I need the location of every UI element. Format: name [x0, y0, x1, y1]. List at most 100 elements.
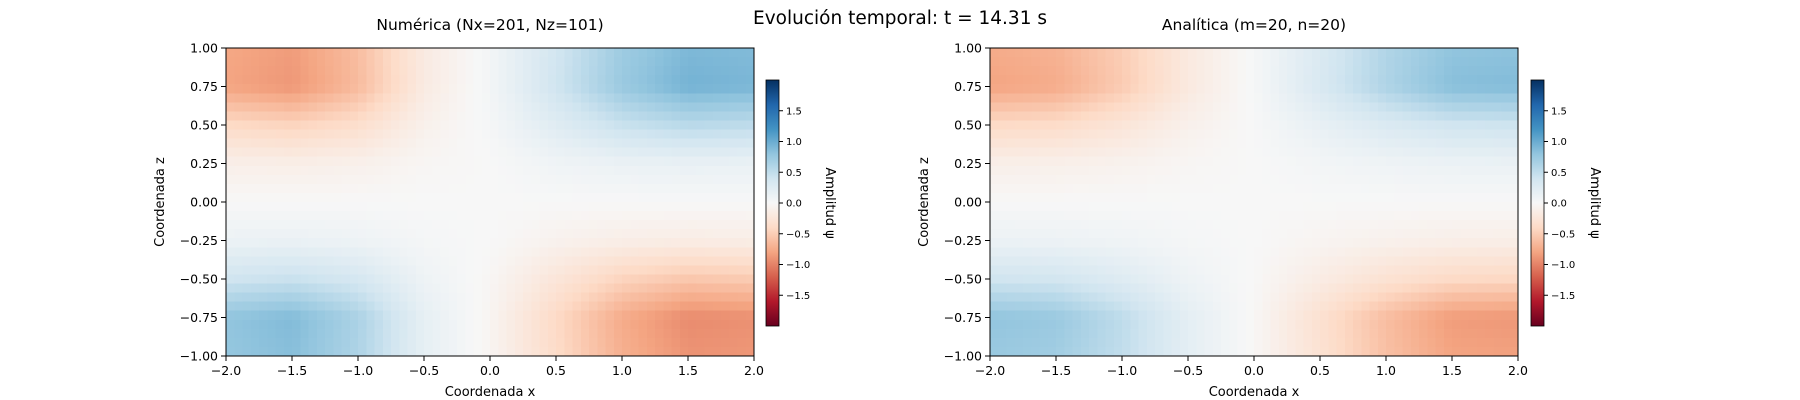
heatmap-cell: [1146, 66, 1156, 76]
heatmap-cell: [1014, 138, 1024, 149]
heatmap-cell: [613, 111, 623, 122]
heatmap-cell: [1452, 229, 1461, 239]
heatmap-cell: [457, 165, 466, 176]
heatmap-cell: [275, 202, 285, 212]
heatmap-cell: [1435, 319, 1445, 330]
heatmap-cell: [646, 75, 656, 85]
heatmap-cell: [1427, 183, 1437, 194]
heatmap-cell: [1443, 238, 1453, 248]
heatmap-cell: [1468, 220, 1478, 230]
heatmap-cell: [646, 93, 656, 103]
heatmap-cell: [729, 328, 739, 339]
y-tick-label: −0.25: [944, 233, 982, 248]
heatmap-cell: [1501, 310, 1511, 321]
heatmap-cell: [712, 346, 722, 357]
heatmap-cell: [457, 247, 466, 257]
heatmap-cell: [226, 183, 235, 194]
heatmap-cell: [1014, 274, 1024, 285]
heatmap-cell: [481, 301, 491, 312]
heatmap-cell: [1427, 202, 1437, 212]
heatmap-cell: [415, 156, 425, 167]
heatmap-cell: [514, 283, 524, 294]
heatmap-cell: [1435, 292, 1445, 303]
heatmap-cell: [358, 274, 367, 285]
heatmap-cell: [275, 93, 285, 103]
heatmap-cell: [349, 256, 359, 267]
heatmap-cell: [1295, 111, 1305, 122]
heatmap-cell: [1336, 301, 1346, 312]
heatmap-cell: [663, 256, 673, 267]
heatmap-cell: [1089, 337, 1098, 348]
heatmap-cell: [259, 138, 268, 149]
heatmap-cell: [1485, 247, 1494, 257]
heatmap-cell: [1303, 346, 1313, 357]
heatmap-cell: [1138, 319, 1148, 330]
heatmap-cell: [613, 66, 623, 76]
heatmap-cell: [1509, 292, 1519, 303]
heatmap-cell: [1369, 111, 1379, 122]
heatmap-cell: [1171, 265, 1181, 276]
heatmap-cell: [1369, 301, 1379, 312]
heatmap-cell: [1188, 147, 1197, 158]
heatmap-cell: [1336, 174, 1346, 185]
heatmap-cell: [721, 174, 730, 185]
heatmap-cell: [1303, 283, 1313, 294]
heatmap-cell: [523, 174, 532, 185]
heatmap-cell: [1509, 301, 1519, 312]
heatmap-cell: [1303, 192, 1313, 203]
heatmap-cell: [655, 238, 664, 248]
heatmap-cell: [457, 138, 466, 149]
heatmap-cell: [1064, 247, 1074, 257]
heatmap-cell: [1130, 66, 1140, 76]
heatmap-cell: [704, 48, 714, 58]
heatmap-cell: [1122, 283, 1131, 294]
heatmap-cell: [407, 238, 417, 248]
heatmap-cell: [267, 102, 277, 113]
heatmap-cell: [1452, 310, 1461, 321]
heatmap-cell: [589, 57, 598, 67]
heatmap-cell: [358, 129, 367, 140]
heatmap-cell: [572, 48, 582, 58]
heatmap-cell: [1394, 211, 1404, 221]
heatmap-cell: [1386, 220, 1395, 230]
heatmap-cell: [613, 48, 623, 58]
heatmap-cell: [721, 192, 730, 203]
heatmap-cell: [1485, 102, 1494, 113]
heatmap-cell: [1179, 111, 1189, 122]
heatmap-cell: [531, 346, 541, 357]
heatmap-cell: [1509, 256, 1519, 267]
heatmap-cell: [1377, 256, 1387, 267]
heatmap-cell: [514, 265, 524, 276]
heatmap-cell: [1435, 310, 1445, 321]
heatmap-cell: [1295, 301, 1305, 312]
heatmap-cell: [990, 102, 999, 113]
heatmap-cell: [1188, 48, 1197, 58]
heatmap-cell: [1130, 48, 1140, 58]
heatmap-cell: [1476, 346, 1486, 357]
heatmap-cell: [1394, 265, 1404, 276]
heatmap-cell: [704, 265, 714, 276]
heatmap-cell: [704, 337, 714, 348]
heatmap-cell: [267, 274, 277, 285]
heatmap-cell: [572, 310, 582, 321]
heatmap-cell: [366, 328, 376, 339]
heatmap-cell: [1204, 256, 1214, 267]
heatmap-cell: [1485, 138, 1494, 149]
heatmap-cell: [572, 328, 582, 339]
heatmap-cell: [1196, 292, 1206, 303]
heatmap-cell: [1311, 147, 1321, 158]
heatmap-cell: [382, 220, 392, 230]
heatmap-cell: [1146, 283, 1156, 294]
heatmap-cell: [473, 265, 483, 276]
heatmap-cell: [374, 283, 384, 294]
heatmap-cell: [1270, 57, 1280, 67]
heatmap-cell: [1122, 66, 1131, 76]
heatmap-cell: [374, 183, 384, 194]
heatmap-cell: [556, 120, 565, 131]
heatmap-cell: [696, 265, 706, 276]
heatmap-cell: [1023, 156, 1032, 167]
heatmap-cell: [613, 138, 623, 149]
heatmap-cell: [1485, 111, 1494, 122]
heatmap-cell: [374, 48, 384, 58]
heatmap-cell: [613, 93, 623, 103]
